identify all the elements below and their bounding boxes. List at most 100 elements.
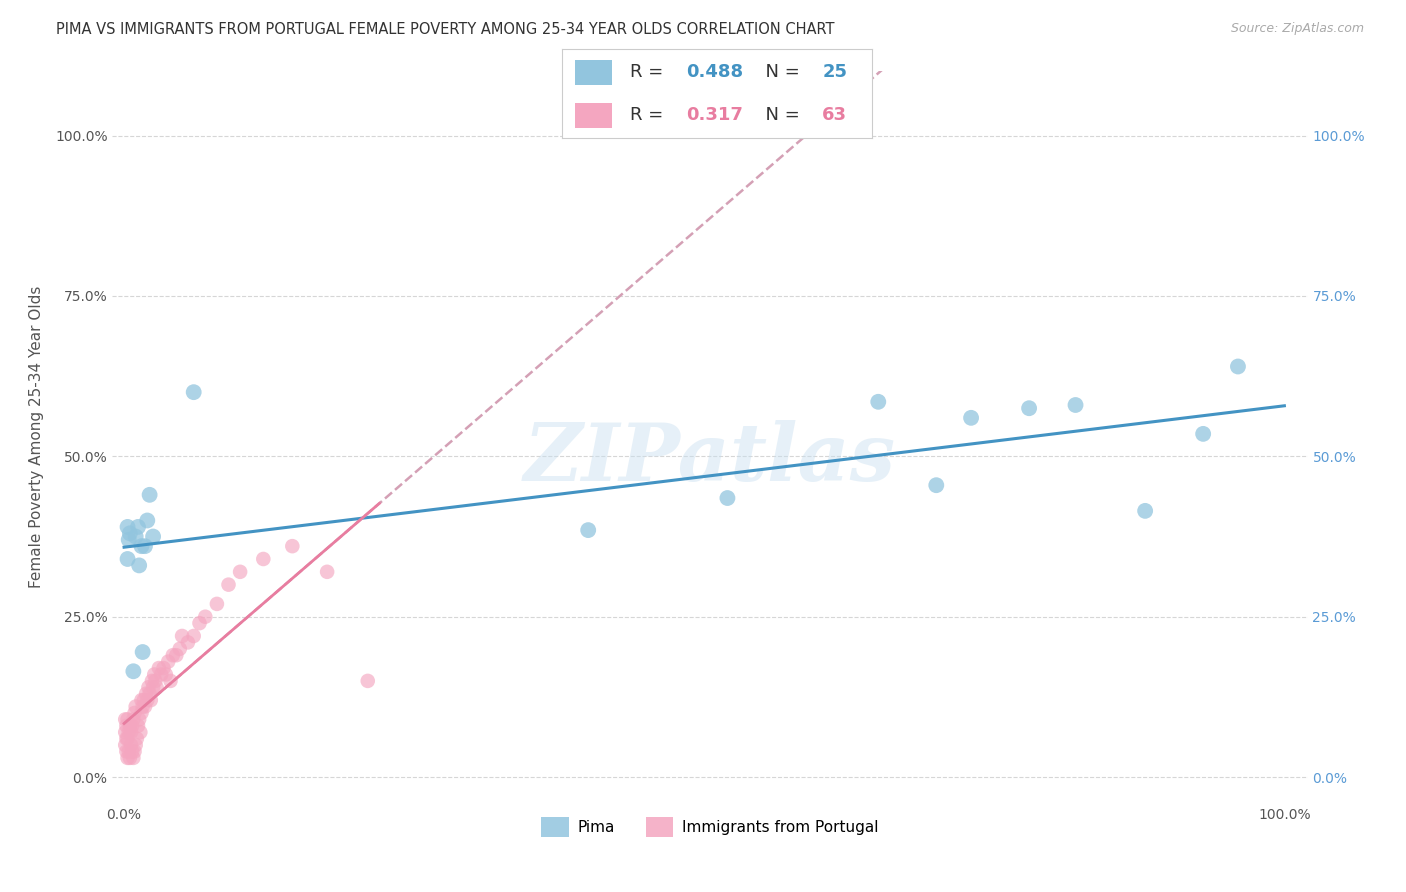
Point bbox=[1133, 504, 1156, 518]
Point bbox=[124, 706, 146, 720]
Point bbox=[172, 629, 194, 643]
Point bbox=[117, 751, 139, 765]
Text: 0.488: 0.488 bbox=[686, 63, 744, 81]
Point bbox=[128, 712, 150, 726]
Point bbox=[142, 681, 165, 695]
Point bbox=[131, 693, 153, 707]
Point bbox=[125, 529, 148, 543]
Point bbox=[145, 681, 167, 695]
Text: R =: R = bbox=[630, 63, 669, 81]
Text: 63: 63 bbox=[823, 106, 848, 124]
Point bbox=[118, 744, 141, 758]
Point bbox=[205, 597, 228, 611]
Point bbox=[125, 699, 148, 714]
Point bbox=[117, 520, 139, 534]
Point bbox=[357, 673, 380, 688]
Point bbox=[716, 491, 738, 505]
Point bbox=[118, 719, 141, 733]
Point bbox=[125, 738, 148, 752]
Point bbox=[134, 539, 156, 553]
Point bbox=[252, 552, 274, 566]
Point bbox=[134, 699, 156, 714]
Point bbox=[122, 665, 145, 679]
Point bbox=[159, 673, 181, 688]
Point bbox=[165, 648, 187, 663]
Text: PIMA VS IMMIGRANTS FROM PORTUGAL FEMALE POVERTY AMONG 25-34 YEAR OLDS CORRELATIO: PIMA VS IMMIGRANTS FROM PORTUGAL FEMALE … bbox=[56, 22, 835, 37]
Point bbox=[122, 751, 145, 765]
Text: ZIPatlas: ZIPatlas bbox=[524, 420, 896, 498]
Point bbox=[1226, 359, 1249, 374]
Point bbox=[118, 526, 141, 541]
Point bbox=[120, 725, 142, 739]
Point bbox=[155, 667, 177, 681]
Point bbox=[162, 648, 184, 663]
Point bbox=[183, 385, 205, 400]
FancyBboxPatch shape bbox=[575, 60, 612, 85]
Point bbox=[127, 520, 149, 534]
Point bbox=[1018, 401, 1040, 416]
Point bbox=[131, 706, 153, 720]
Point bbox=[925, 478, 948, 492]
Point bbox=[131, 539, 153, 553]
Point bbox=[114, 725, 136, 739]
Point bbox=[118, 533, 141, 547]
Point bbox=[141, 673, 163, 688]
Legend: Pima, Immigrants from Portugal: Pima, Immigrants from Portugal bbox=[536, 811, 884, 843]
Point bbox=[120, 738, 142, 752]
Text: R =: R = bbox=[630, 106, 669, 124]
Point bbox=[122, 712, 145, 726]
Point bbox=[138, 488, 160, 502]
Point bbox=[115, 719, 138, 733]
Point bbox=[115, 744, 138, 758]
Point bbox=[138, 681, 160, 695]
Point bbox=[117, 712, 139, 726]
Point bbox=[125, 731, 148, 746]
Point bbox=[124, 744, 146, 758]
FancyBboxPatch shape bbox=[575, 103, 612, 128]
Point bbox=[114, 738, 136, 752]
Point bbox=[145, 673, 167, 688]
Point bbox=[139, 693, 162, 707]
Text: 0.317: 0.317 bbox=[686, 106, 742, 124]
Point bbox=[135, 687, 157, 701]
Text: Source: ZipAtlas.com: Source: ZipAtlas.com bbox=[1230, 22, 1364, 36]
Point bbox=[148, 661, 170, 675]
Y-axis label: Female Poverty Among 25-34 Year Olds: Female Poverty Among 25-34 Year Olds bbox=[30, 286, 44, 588]
Point bbox=[150, 667, 173, 681]
Point bbox=[194, 609, 217, 624]
Point bbox=[177, 635, 200, 649]
Point bbox=[132, 693, 155, 707]
Point bbox=[138, 687, 160, 701]
Point bbox=[118, 751, 141, 765]
Point bbox=[157, 655, 180, 669]
Point bbox=[117, 731, 139, 746]
Point bbox=[117, 552, 139, 566]
Text: 25: 25 bbox=[823, 63, 848, 81]
Point bbox=[1064, 398, 1087, 412]
Point bbox=[129, 725, 152, 739]
Point bbox=[121, 719, 143, 733]
Point bbox=[127, 719, 149, 733]
Point bbox=[136, 693, 159, 707]
Point bbox=[128, 558, 150, 573]
Point bbox=[868, 394, 890, 409]
Point bbox=[131, 645, 153, 659]
Point bbox=[142, 529, 165, 543]
Point bbox=[131, 699, 153, 714]
Point bbox=[121, 744, 143, 758]
Point bbox=[118, 725, 141, 739]
Point bbox=[576, 523, 599, 537]
Point bbox=[136, 514, 159, 528]
Point bbox=[114, 712, 136, 726]
Point bbox=[143, 667, 166, 681]
Text: N =: N = bbox=[754, 106, 806, 124]
Point bbox=[281, 539, 304, 553]
Point bbox=[316, 565, 339, 579]
Point bbox=[169, 641, 191, 656]
Point bbox=[115, 731, 138, 746]
Text: N =: N = bbox=[754, 63, 806, 81]
Point bbox=[960, 410, 983, 425]
Point bbox=[188, 616, 211, 631]
Point bbox=[152, 661, 174, 675]
Point bbox=[229, 565, 252, 579]
